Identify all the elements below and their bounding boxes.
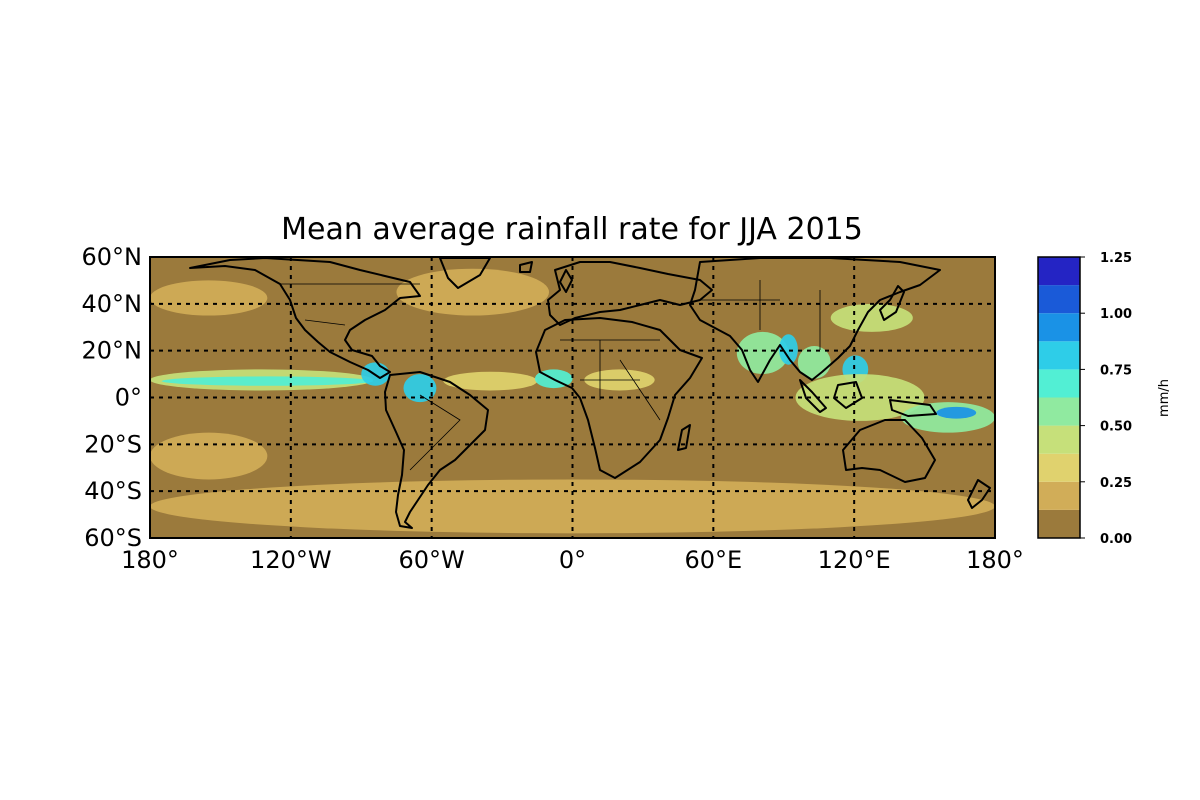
rain-region-north-south-america [403, 374, 437, 403]
colorbar-tick-label: 0.75 [1100, 363, 1132, 378]
latitude-tick-label: 60°N [82, 243, 143, 271]
africa-coast [535, 317, 703, 479]
rain-region-india-monsoon [736, 331, 789, 375]
map-area [150, 257, 995, 538]
north-america-coast [189, 257, 421, 379]
colorbar-segment [1038, 425, 1080, 454]
new-guinea-coast [889, 399, 937, 417]
longitude-tick-label: 180° [121, 546, 179, 574]
colorbar-segment [1038, 369, 1080, 398]
colorbar-segment [1038, 313, 1080, 342]
colorbar-segment [1038, 453, 1080, 482]
madagascar-coast [677, 424, 691, 451]
asia-coast [689, 257, 941, 383]
map-frame [149, 256, 996, 539]
europe-coast [547, 261, 713, 326]
rain-region-bay-of-bengal [779, 334, 798, 365]
sumatra-coast [799, 379, 827, 413]
latitude-tick-label: 20°N [82, 337, 143, 365]
rain-region-southern-ocean-storm [150, 479, 995, 534]
longitude-tick-label: 120°W [250, 546, 332, 574]
rain-region-itcz-east-pacific-core [161, 376, 373, 386]
iceland-coast [519, 261, 533, 273]
country-borders [280, 280, 821, 471]
colorbar-segment [1038, 481, 1080, 510]
figure-title: Mean average rainfall rate for JJA 2015 [281, 212, 863, 247]
rain-region-north-pacific-storm [150, 280, 268, 316]
british-isles-coast [559, 269, 573, 293]
colorbar-segment [1038, 341, 1080, 370]
latitude-tick-label: 40°S [84, 477, 142, 505]
colorbar-segment [1038, 397, 1080, 426]
latitude-ticks: 60°N 40°N 20°N 0° 20°S 40°S 60°S [82, 243, 143, 552]
longitude-tick-label: 60°W [399, 546, 465, 574]
colorbar-tick-label: 1.25 [1100, 251, 1132, 266]
us-mexico-border [304, 319, 346, 326]
south-america-coast [384, 371, 489, 529]
latitude-tick-label: 0° [115, 384, 142, 412]
colorbar-tick-label: 1.00 [1100, 307, 1132, 322]
longitude-tick-label: 0° [559, 546, 586, 574]
rain-region-south-pacific-cz [150, 432, 268, 480]
latitude-tick-label: 20°S [84, 430, 142, 458]
latitude-tick-label: 60°S [84, 524, 142, 552]
new-zealand-coast [967, 479, 991, 509]
asia-borders [700, 280, 821, 350]
graticule [150, 257, 995, 538]
colorbar-segment [1038, 257, 1080, 286]
rain-region-west-pacific-core [936, 406, 977, 419]
rain-region-north-atlantic-storm [396, 268, 550, 316]
africa-borders [560, 339, 661, 421]
longitude-ticks: 180° 120°W 60°W 0° 60°E 120°E 180° [121, 546, 1024, 574]
coastlines [189, 257, 991, 529]
australia-coast [842, 419, 936, 483]
colorbar-unit-label: mm/h [1157, 379, 1172, 417]
rain-region-east-asia-band [830, 303, 913, 332]
longitude-tick-label: 180° [966, 546, 1024, 574]
colorbar-tick-label: 0.00 [1100, 532, 1132, 547]
longitude-tick-label: 120°E [818, 546, 891, 574]
rain-region-itcz-atlantic [443, 371, 538, 391]
colorbar-frame [1037, 256, 1081, 539]
longitude-tick-label: 60°E [684, 546, 742, 574]
colorbar-segment [1038, 285, 1080, 314]
colorbar: 0.00 0.25 0.50 0.75 1.00 1.25 [1037, 251, 1132, 547]
colorbar-tick-label: 0.50 [1100, 420, 1132, 435]
south-america-borders [409, 394, 461, 471]
colorbar-segment [1038, 509, 1080, 538]
colorbar-tick-label: 0.25 [1100, 476, 1132, 491]
japan-coast [879, 285, 905, 321]
latitude-tick-label: 40°N [82, 290, 143, 318]
